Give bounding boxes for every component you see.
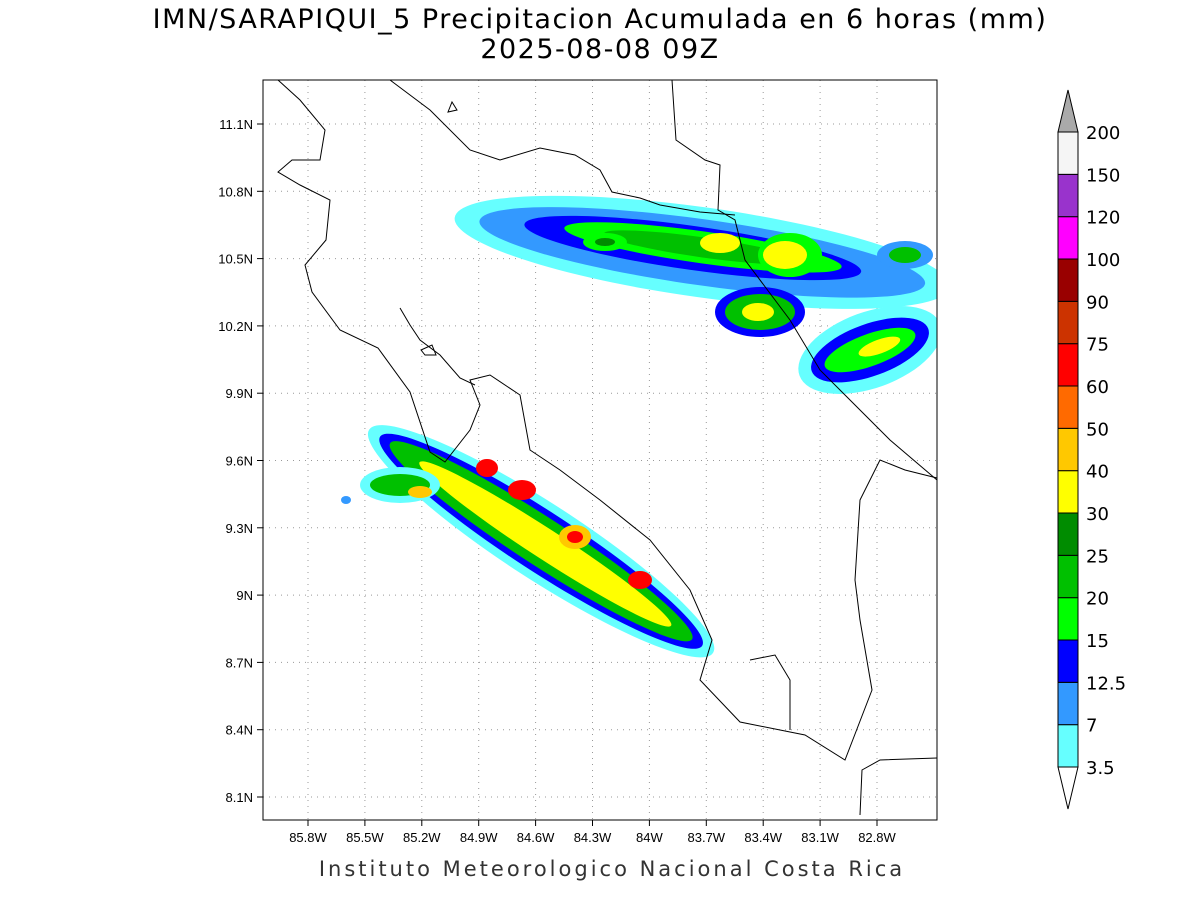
color-box [1057, 131, 1079, 175]
color-box [1057, 173, 1079, 218]
lat-label: 9.6N [226, 454, 253, 469]
colorbar-label: 40 [1086, 462, 1109, 483]
color-box [1057, 597, 1079, 641]
colorbar-label: 7 [1086, 716, 1097, 737]
colorbar-label: 75 [1086, 335, 1109, 356]
colorbar-label: 90 [1086, 292, 1109, 313]
colorbar: 3.5 7 12.5 15 20 25 30 40 50 60 75 90 100 120 150 200 [1057, 89, 1126, 810]
color-box [1057, 470, 1079, 514]
title: IMN/SARAPIQUI_5 Precipitacion Acumulada … [153, 4, 1048, 35]
colorbar-label: 30 [1086, 504, 1109, 525]
lon-label: 85.5W [346, 830, 384, 845]
colorbar-label: 12.5 [1086, 673, 1126, 694]
lon-label: 85.8W [289, 830, 327, 845]
colorbar-label: 200 [1086, 123, 1120, 144]
lon-label: 84.3W [574, 830, 612, 845]
color-box [1057, 681, 1079, 726]
coastlines [277, 79, 938, 816]
color-box [1057, 639, 1079, 683]
color-box [1057, 216, 1079, 260]
lon-label: 82.8W [858, 830, 896, 845]
lat-label: 8.4N [226, 723, 253, 738]
color-box [1057, 512, 1079, 556]
colorbar-label: 50 [1086, 419, 1109, 440]
lat-label: 9.3N [226, 521, 253, 536]
lon-label: 84.6W [517, 830, 555, 845]
axis-labels: 85.8W 85.5W 85.2W 84.9W 84.6W 84.3W 84W 83.7W 83… [218, 117, 896, 845]
color-box [1057, 385, 1079, 429]
lat-label: 10.8N [218, 184, 253, 199]
precip-field [341, 195, 937, 658]
lat-label: 10.5N [218, 252, 253, 267]
grid [263, 80, 937, 820]
color-box [1057, 300, 1079, 345]
colorbar-label: 150 [1086, 165, 1120, 186]
lon-label: 83.4W [744, 830, 782, 845]
color-box [1057, 724, 1079, 768]
lat-label: 11.1N [219, 117, 253, 132]
lat-label: 9.9N [226, 386, 253, 401]
color-box [1057, 427, 1079, 472]
map-frame [262, 79, 938, 821]
colorbar-label: 15 [1086, 631, 1109, 652]
lon-label: 84W [636, 830, 663, 845]
lon-label: 83.7W [688, 830, 726, 845]
lon-label: 83.1W [801, 830, 839, 845]
color-box [1057, 343, 1079, 387]
lat-label: 9N [236, 588, 253, 603]
colorbar-label: 25 [1086, 546, 1109, 567]
lon-label: 85.2W [403, 830, 441, 845]
colorbar-label: 60 [1086, 377, 1109, 398]
colorbar-label: 3.5 [1086, 758, 1115, 779]
lat-label: 8.1N [226, 790, 253, 805]
lat-label: 10.2N [218, 319, 253, 334]
subtitle: 2025-08-08 09Z [480, 34, 719, 65]
lat-label: 8.7N [226, 655, 253, 670]
above-triangle [1057, 89, 1079, 133]
colorbar-label: 20 [1086, 589, 1109, 610]
color-box [1057, 258, 1079, 302]
colorbar-label: 120 [1086, 208, 1120, 229]
colorbar-label: 100 [1086, 250, 1120, 271]
footer: Instituto Meteorologico Nacional Costa R… [319, 857, 905, 881]
below-triangle [1057, 766, 1079, 810]
color-box [1057, 554, 1079, 599]
lon-label: 84.9W [460, 830, 498, 845]
